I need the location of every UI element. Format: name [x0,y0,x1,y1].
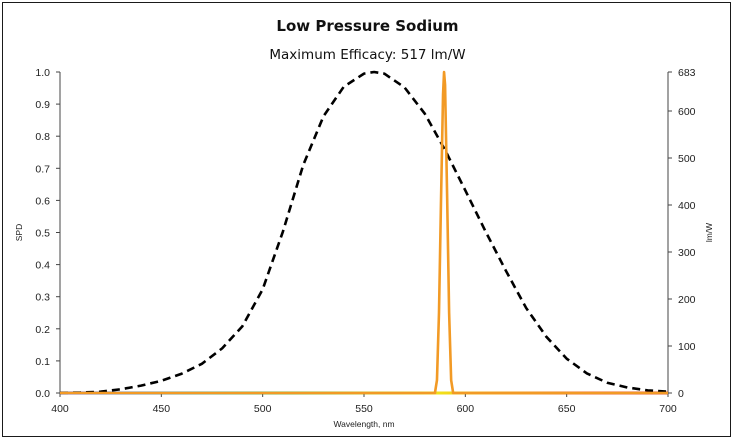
x-tick-label: 500 [254,403,272,415]
y-tick-label: 0.9 [35,99,50,111]
y-tick-label: 0.0 [35,388,50,400]
x-tick-label: 400 [51,403,69,415]
x-tick-label: 450 [153,403,171,415]
x-axis-title: Wavelength, nm [333,419,394,429]
y2-tick-label: 683 [678,67,696,79]
y-tick-label: 0.4 [35,260,50,272]
y-tick-label: 0.3 [35,292,50,304]
axes [56,71,672,397]
x-tick-label: 550 [355,403,373,415]
x-tick-label: 650 [558,403,576,415]
labels: 400 450 500 550 600 650 700 0.0 0.1 0.2 0.3 0.4 0.5 0… [14,67,714,429]
series-sodium-spd [60,70,668,395]
x-tick-label: 600 [457,403,475,415]
y2-tick-label: 200 [678,294,696,306]
y-tick-label: 0.7 [35,163,50,175]
y-tick-label: 0.6 [35,195,50,207]
y2-tick-label: 100 [678,341,696,353]
y2-tick-label: 0 [678,388,684,400]
series-efficiency-curve [59,70,669,395]
y-tick-label: 0.5 [35,228,50,240]
y2-tick-label: 300 [678,247,696,259]
y-tick-label: 0.1 [35,356,50,368]
y2-tick-label: 500 [678,153,696,165]
y2-tick-label: 600 [678,106,696,118]
y-tick-label: 0.8 [35,131,50,143]
y-tick-label: 1.0 [35,67,50,79]
chart-frame: Low Pressure Sodium Maximum Efficacy: 51… [2,2,731,437]
y-tick-label: 0.2 [35,324,50,336]
x-tick-label: 700 [659,403,677,415]
chart-subtitle: Maximum Efficacy: 517 lm/W [269,47,466,63]
y2-axis-title: lm/W [704,223,714,242]
chart-title: Low Pressure Sodium [276,17,459,35]
series-layer [59,70,669,395]
y2-tick-label: 400 [678,200,696,212]
y-axis-title: SPD [14,224,24,241]
